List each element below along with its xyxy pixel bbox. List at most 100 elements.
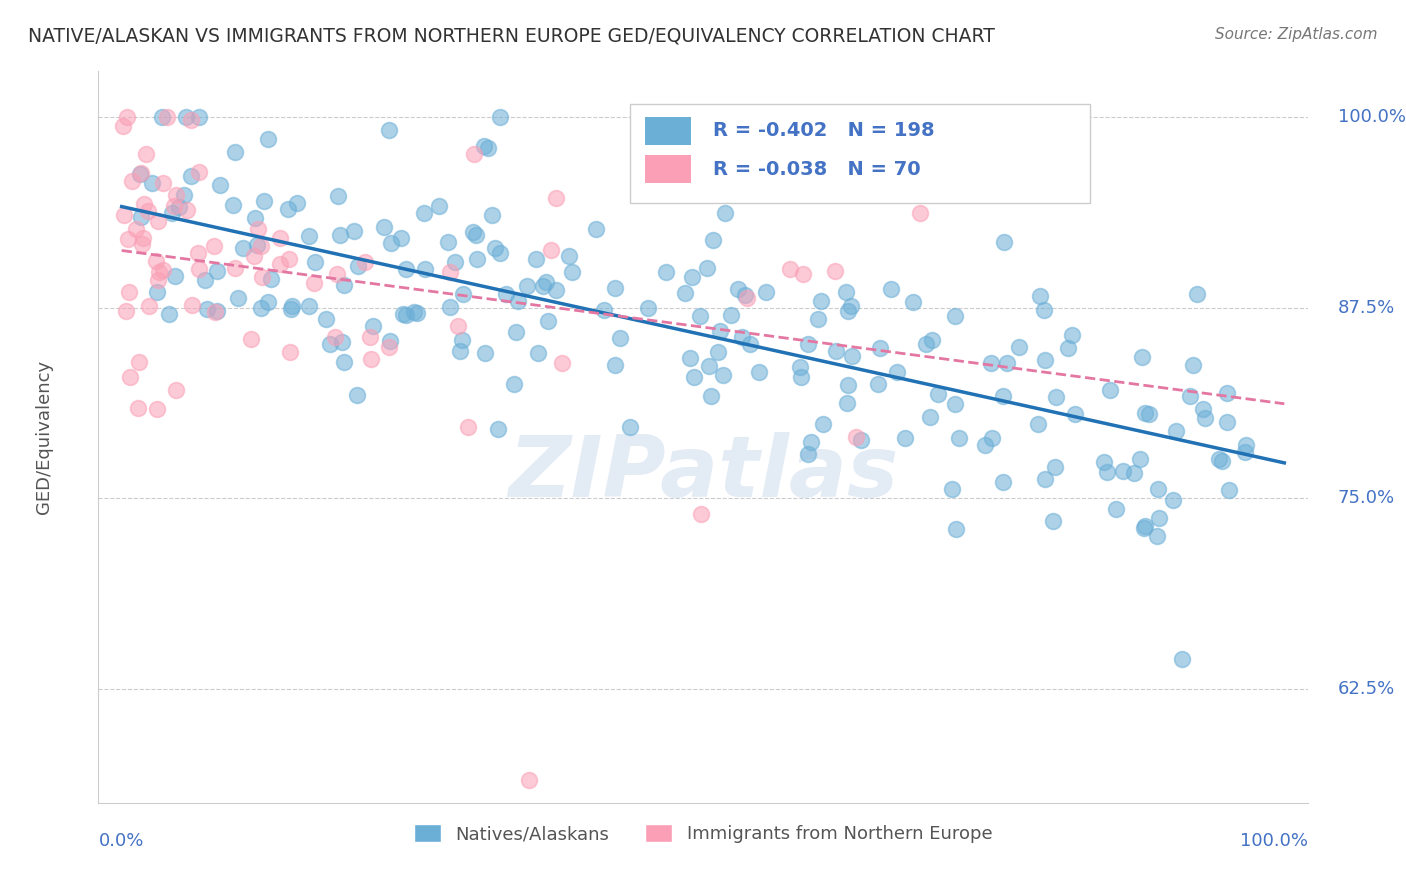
Point bbox=[135, 146, 157, 161]
Point bbox=[132, 231, 155, 245]
Point bbox=[1099, 383, 1122, 397]
FancyBboxPatch shape bbox=[630, 104, 1090, 203]
Point bbox=[146, 214, 169, 228]
Point bbox=[1042, 514, 1064, 528]
Point bbox=[439, 265, 461, 279]
Point bbox=[748, 365, 770, 379]
Point bbox=[1026, 417, 1049, 431]
Point bbox=[298, 298, 321, 312]
Point bbox=[160, 206, 183, 220]
Point bbox=[1171, 652, 1194, 666]
Point bbox=[1095, 465, 1118, 479]
Point bbox=[700, 389, 723, 403]
Point bbox=[679, 351, 702, 366]
Point bbox=[205, 304, 228, 318]
Point bbox=[436, 235, 458, 249]
Point bbox=[187, 246, 209, 260]
Point bbox=[395, 261, 418, 276]
Point bbox=[285, 195, 308, 210]
Point bbox=[738, 336, 761, 351]
Point bbox=[720, 309, 742, 323]
Point bbox=[835, 285, 858, 300]
Point bbox=[380, 236, 402, 251]
Point bbox=[681, 270, 703, 285]
Text: GED/Equivalency: GED/Equivalency bbox=[35, 360, 53, 514]
Text: 100.0%: 100.0% bbox=[1339, 108, 1406, 126]
Point bbox=[1133, 521, 1156, 535]
Point bbox=[711, 368, 734, 382]
Point bbox=[328, 189, 350, 203]
Point bbox=[1045, 391, 1067, 405]
Point bbox=[714, 205, 737, 219]
Point bbox=[121, 174, 143, 188]
Point bbox=[156, 110, 179, 124]
Point bbox=[224, 145, 246, 159]
Point bbox=[593, 302, 616, 317]
Point bbox=[157, 307, 180, 321]
Point bbox=[655, 265, 678, 279]
Point bbox=[683, 369, 706, 384]
Point bbox=[921, 334, 943, 348]
Point bbox=[1043, 460, 1066, 475]
Point bbox=[524, 252, 547, 266]
Point bbox=[481, 208, 503, 222]
Point bbox=[347, 259, 370, 273]
Point bbox=[373, 219, 395, 234]
Point bbox=[1057, 341, 1080, 355]
Point bbox=[118, 285, 141, 299]
Point bbox=[551, 356, 574, 370]
Point bbox=[792, 268, 814, 282]
Point bbox=[779, 262, 801, 277]
Point bbox=[207, 264, 229, 278]
Point bbox=[447, 319, 470, 334]
Point bbox=[260, 272, 283, 286]
Point bbox=[558, 249, 581, 263]
Point bbox=[226, 291, 249, 305]
Point bbox=[180, 169, 202, 184]
Point bbox=[315, 311, 337, 326]
Text: 62.5%: 62.5% bbox=[1339, 680, 1395, 698]
Point bbox=[807, 312, 830, 326]
Text: R = -0.038   N = 70: R = -0.038 N = 70 bbox=[713, 160, 921, 179]
Point bbox=[163, 199, 186, 213]
Point bbox=[128, 355, 150, 369]
Point bbox=[404, 304, 426, 318]
Point bbox=[319, 337, 342, 351]
Point bbox=[605, 358, 627, 372]
Point bbox=[463, 146, 485, 161]
Point bbox=[837, 304, 859, 318]
Point bbox=[825, 343, 848, 358]
Point bbox=[277, 202, 299, 216]
FancyBboxPatch shape bbox=[645, 155, 690, 183]
Point bbox=[1147, 510, 1170, 524]
Point bbox=[1185, 287, 1208, 301]
Point bbox=[377, 340, 399, 354]
Point bbox=[181, 298, 204, 312]
Point bbox=[202, 239, 225, 253]
Point bbox=[1105, 502, 1128, 516]
Point bbox=[330, 334, 353, 349]
Point bbox=[886, 365, 908, 379]
Point bbox=[278, 345, 301, 359]
Point bbox=[544, 191, 567, 205]
Point bbox=[689, 310, 711, 324]
Point bbox=[253, 194, 276, 208]
Point bbox=[141, 176, 163, 190]
Point bbox=[506, 293, 529, 308]
Point bbox=[243, 211, 266, 225]
Point bbox=[174, 110, 197, 124]
Point bbox=[1146, 529, 1168, 543]
Point bbox=[489, 245, 512, 260]
Point bbox=[222, 198, 245, 212]
Point bbox=[837, 395, 859, 409]
Point bbox=[1234, 438, 1257, 452]
Legend: Natives/Alaskans, Immigrants from Northern Europe: Natives/Alaskans, Immigrants from Northe… bbox=[405, 815, 1001, 852]
Point bbox=[540, 243, 562, 257]
Point bbox=[1008, 340, 1031, 354]
Point bbox=[332, 355, 354, 369]
Point bbox=[948, 431, 970, 445]
Point bbox=[150, 110, 173, 124]
Point bbox=[188, 262, 211, 277]
Point bbox=[941, 482, 963, 496]
Point bbox=[176, 203, 198, 218]
